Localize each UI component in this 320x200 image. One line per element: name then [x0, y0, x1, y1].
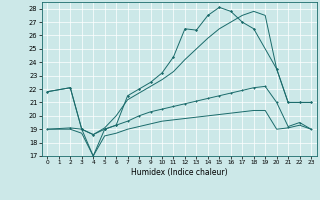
X-axis label: Humidex (Indice chaleur): Humidex (Indice chaleur) — [131, 168, 228, 177]
